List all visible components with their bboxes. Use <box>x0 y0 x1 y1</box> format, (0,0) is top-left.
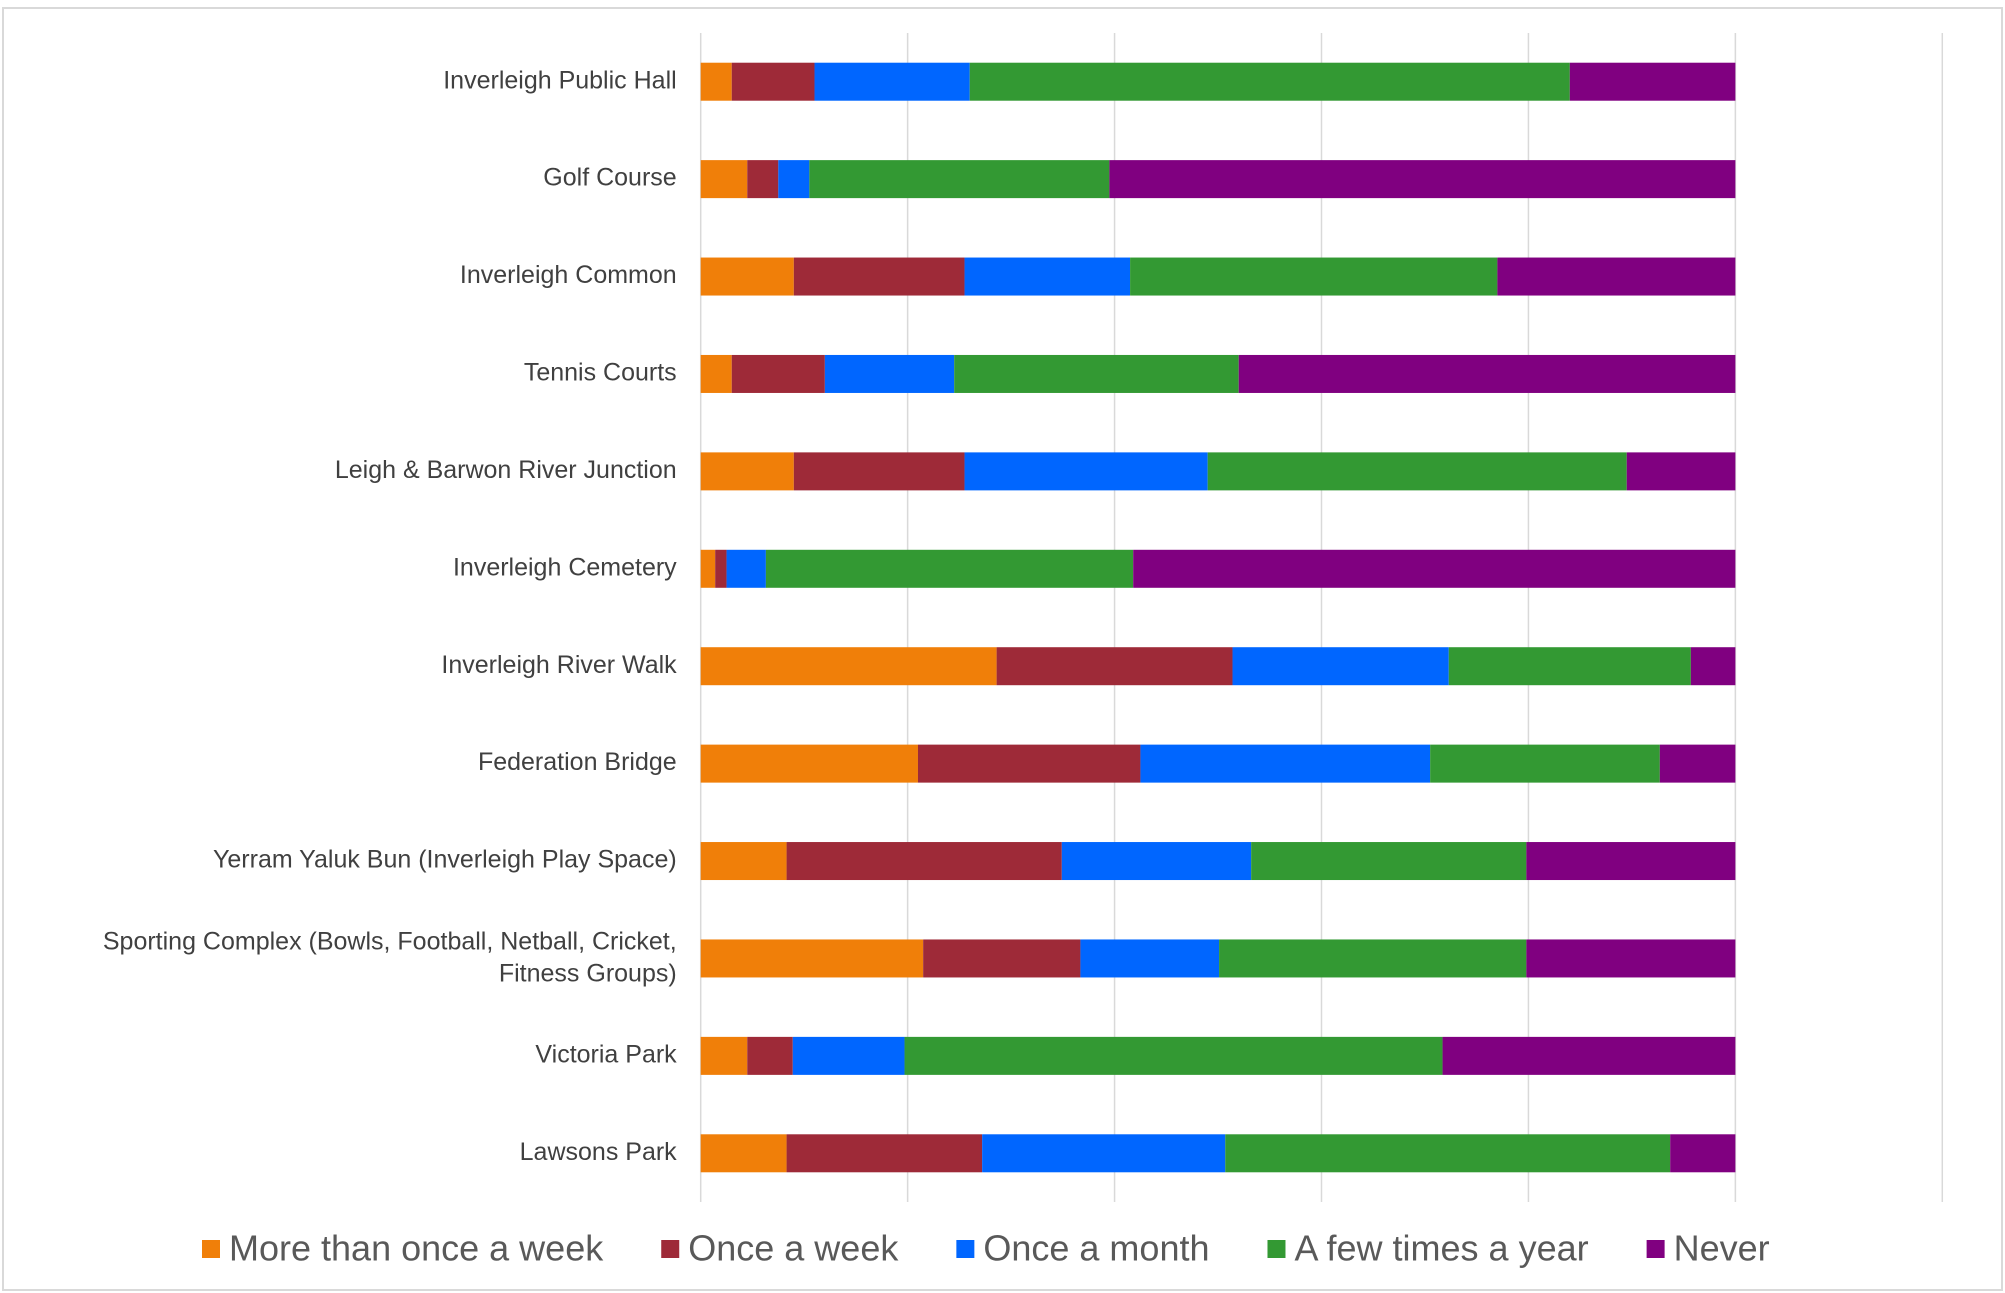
legend-swatch <box>202 1240 220 1258</box>
bar-segment <box>1080 939 1220 978</box>
bar-segment <box>1442 1036 1736 1075</box>
bar-segment <box>1133 549 1736 588</box>
bar-segment <box>1130 257 1498 296</box>
bar-segment <box>1497 257 1736 296</box>
bar-segment <box>1207 452 1627 491</box>
bar-segment <box>731 354 825 393</box>
bar-segment <box>824 354 955 393</box>
legend-swatch <box>956 1240 975 1258</box>
bar-segment <box>996 647 1233 686</box>
y-tick-label: Inverleigh Common <box>460 261 677 289</box>
bar-segment <box>793 452 965 491</box>
bar-segment <box>964 257 1131 296</box>
y-tick-label: Tennis Courts <box>524 359 677 387</box>
legend-swatch <box>1646 1240 1665 1258</box>
bar-segment <box>809 160 1110 199</box>
bar-segment <box>700 549 716 588</box>
legend-swatch <box>661 1240 680 1258</box>
bar-segment <box>747 160 779 199</box>
bar-segment <box>1232 647 1449 686</box>
bar-segment <box>1225 1134 1671 1173</box>
bar-segment <box>765 549 1134 588</box>
bar-segment <box>778 160 810 199</box>
bar-segment <box>700 160 748 199</box>
legend-label: Once a week <box>688 1228 899 1269</box>
bar-segment <box>954 354 1239 393</box>
bar-segment <box>700 452 794 491</box>
bar-segment <box>700 354 732 393</box>
y-tick-label: Sporting Complex (Bowls, Football, Netba… <box>103 927 677 987</box>
bar-segment <box>700 744 918 783</box>
bar-segment <box>1569 62 1736 101</box>
bar-segment <box>700 257 794 296</box>
legend-label: More than once a week <box>229 1228 604 1269</box>
bar-segment <box>1626 452 1736 491</box>
bar-segment <box>747 1036 793 1075</box>
bar-segment <box>923 939 1081 978</box>
legend-label: A few times a year <box>1294 1228 1588 1269</box>
bar-segment <box>715 549 727 588</box>
bar-segment <box>969 62 1570 101</box>
bar-segment <box>700 647 997 686</box>
y-tick-label: Victoria Park <box>535 1040 677 1068</box>
bar-segment <box>982 1134 1226 1173</box>
bar-segment <box>1140 744 1431 783</box>
bar-segment <box>726 549 766 588</box>
bar-segment <box>792 1036 905 1075</box>
bar-segment <box>1238 354 1736 393</box>
bar-segment <box>786 842 1062 881</box>
bar-segment <box>1659 744 1736 783</box>
y-tick-label: Lawsons Park <box>520 1138 678 1166</box>
bar-segment <box>964 452 1208 491</box>
bar-segment <box>700 1134 787 1173</box>
bar-segment <box>1526 939 1736 978</box>
bar-segment <box>786 1134 983 1173</box>
bar-segment <box>700 842 787 881</box>
legend-swatch <box>1267 1240 1286 1258</box>
bar-segment <box>731 62 815 101</box>
bar-segment <box>700 62 732 101</box>
bar-segment <box>700 939 924 978</box>
bar-segment <box>1109 160 1736 199</box>
y-tick-label: Leigh & Barwon River Junction <box>335 456 677 484</box>
bar-segment <box>814 62 970 101</box>
legend-label: Never <box>1674 1228 1770 1269</box>
y-tick-label: Inverleigh River Walk <box>441 651 677 679</box>
y-tick-label: Inverleigh Public Hall <box>443 66 676 94</box>
bar-segment <box>1690 647 1736 686</box>
bar-segment <box>1526 842 1736 881</box>
bar-segment <box>917 744 1141 783</box>
legend-label: Once a month <box>983 1228 1209 1269</box>
bar-segment <box>1061 842 1252 881</box>
bar-segment <box>793 257 965 296</box>
bar-segment <box>1448 647 1691 686</box>
bar-segment <box>1251 842 1527 881</box>
y-tick-label: Federation Bridge <box>478 748 677 776</box>
bar-segment <box>1670 1134 1736 1173</box>
y-tick-label: Golf Course <box>543 164 676 192</box>
y-tick-label: Inverleigh Cemetery <box>453 553 677 581</box>
y-tick-label: Yerram Yaluk Bun (Inverleigh Play Space) <box>213 846 677 874</box>
bar-segment <box>904 1036 1443 1075</box>
bar-segment <box>1430 744 1660 783</box>
bar-segment <box>1219 939 1527 978</box>
bar-segment <box>700 1036 748 1075</box>
